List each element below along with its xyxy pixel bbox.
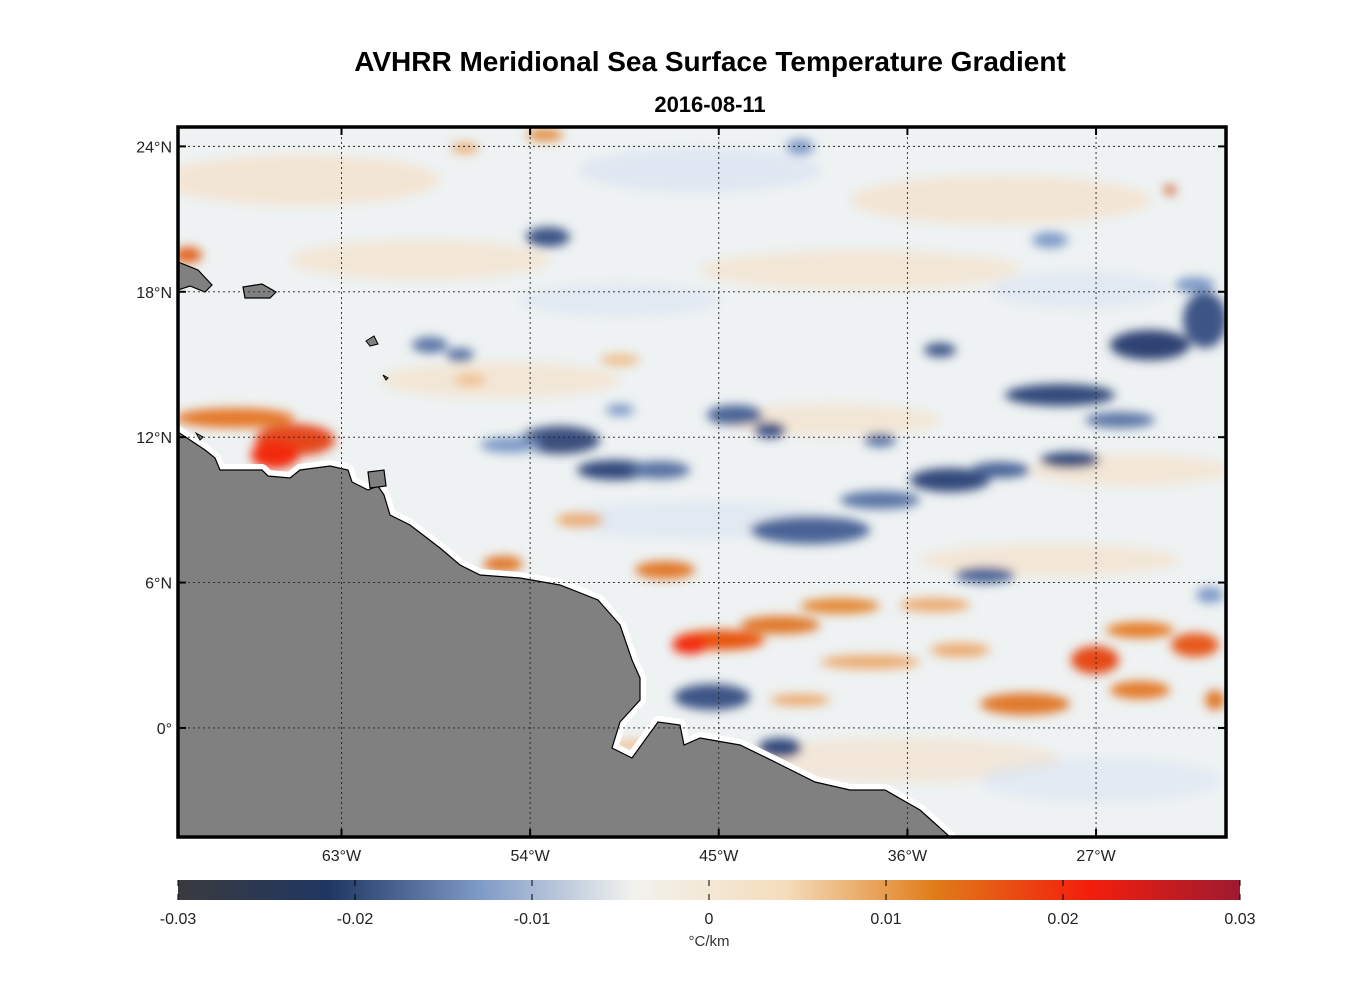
colorbar-tick-label: 0 xyxy=(705,911,714,928)
y-tick-label: 18°N xyxy=(136,285,172,302)
chart-title: AVHRR Meridional Sea Surface Temperature… xyxy=(354,46,1066,77)
chart-subtitle: 2016-08-11 xyxy=(654,92,766,117)
land-south-america xyxy=(178,431,951,837)
y-tick-label: 0° xyxy=(157,721,172,738)
colorbar-tick-label: 0.01 xyxy=(870,911,901,928)
colorbar-ticks: -0.03 -0.02 -0.01 0 0.01 0.02 0.03 xyxy=(160,880,1256,928)
land-caribbean-island xyxy=(194,431,204,441)
colorbar-tick-label: 0.03 xyxy=(1224,911,1255,928)
land-caribbean-island xyxy=(242,283,277,299)
colorbar-tick-label: -0.01 xyxy=(514,911,551,928)
land-trinidad xyxy=(367,469,387,489)
y-tick-label: 12°N xyxy=(136,430,172,447)
colorbar-units: °C/km xyxy=(688,933,730,950)
x-tick-label: 63°W xyxy=(322,848,362,865)
x-tick-label: 45°W xyxy=(699,848,739,865)
gridlines xyxy=(178,127,1226,837)
colorbar xyxy=(178,880,1240,900)
map-frame xyxy=(176,125,1228,839)
y-axis-labels: 24°N 18°N 12°N 6°N 0° xyxy=(136,139,172,738)
x-axis-labels: 63°W 54°W 45°W 36°W 27°W xyxy=(322,848,1117,865)
x-tick-label: 54°W xyxy=(510,848,550,865)
colorbar-tick-label: 0.02 xyxy=(1047,911,1078,928)
land-caribbean-island xyxy=(365,335,379,347)
land-caribbean-island xyxy=(382,374,389,381)
x-tick-label: 27°W xyxy=(1076,848,1116,865)
y-tick-label: 6°N xyxy=(145,576,172,593)
y-tick-label: 24°N xyxy=(136,139,172,156)
colorbar-tick-label: -0.03 xyxy=(160,911,197,928)
colorbar-tick-label: -0.02 xyxy=(337,911,374,928)
x-tick-label: 36°W xyxy=(888,848,928,865)
